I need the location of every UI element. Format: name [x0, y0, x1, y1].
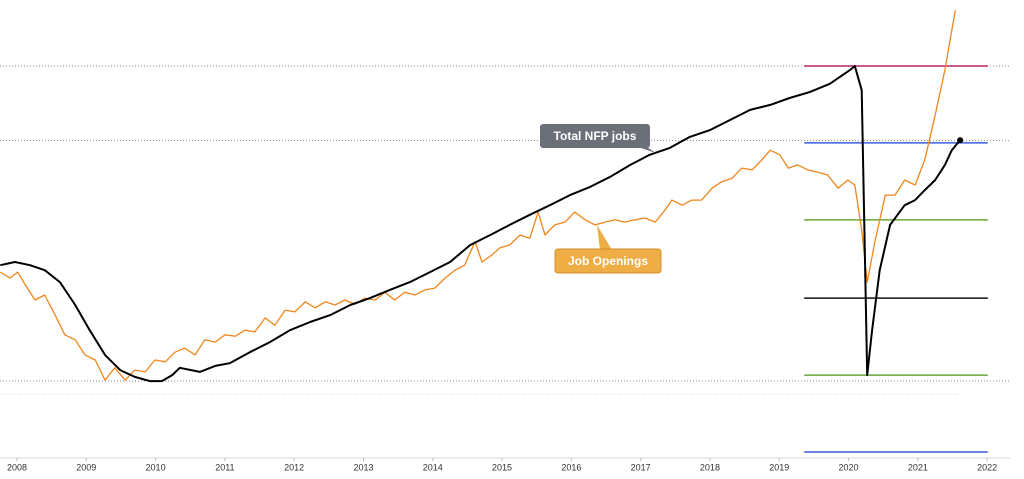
series-line	[0, 9, 956, 381]
x-tick-label: 2008	[7, 462, 27, 472]
x-tick-label: 2010	[146, 462, 166, 472]
x-tick-label: 2019	[769, 462, 789, 472]
legend-label: Total NFP jobs	[554, 129, 637, 143]
x-tick-label: 2011	[215, 462, 234, 472]
x-tick-label: 2021	[908, 462, 928, 472]
x-tick-label: 2012	[284, 462, 304, 472]
x-tick-label: 2013	[353, 462, 373, 472]
x-tick-label: 2009	[76, 462, 96, 472]
x-tick-label: 2015	[492, 462, 512, 472]
x-tick-label: 2016	[561, 462, 581, 472]
x-tick-label: 2022	[977, 462, 997, 472]
x-tick-label: 2017	[631, 462, 651, 472]
x-tick-label: 2020	[839, 462, 859, 472]
legend-box	[540, 124, 650, 148]
legend-box	[554, 248, 662, 274]
end-point	[957, 137, 964, 144]
legend-label: Job Openings	[568, 254, 648, 268]
series-line	[0, 65, 961, 383]
callout-pointer	[597, 225, 612, 250]
x-tick-label: 2018	[700, 462, 720, 472]
x-tick-label: 2014	[423, 462, 443, 472]
